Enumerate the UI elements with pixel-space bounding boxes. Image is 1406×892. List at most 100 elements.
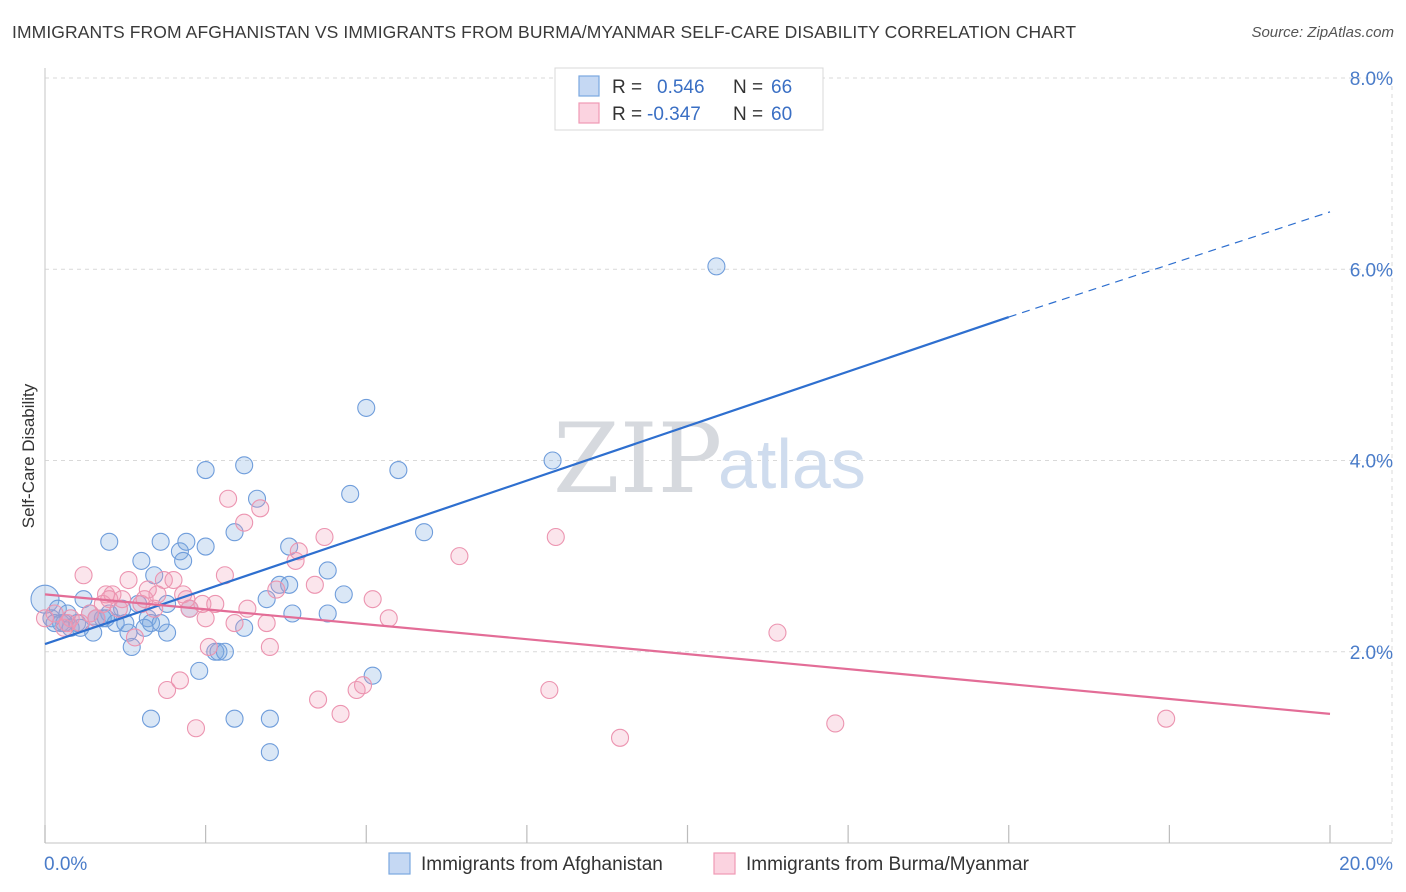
point-burma bbox=[35, 609, 55, 628]
point-afghanistan bbox=[247, 489, 267, 508]
point-afghanistan bbox=[707, 257, 726, 276]
point-afghanistan bbox=[132, 551, 151, 570]
point-afghanistan bbox=[151, 532, 170, 551]
point-afghanistan bbox=[225, 709, 244, 728]
point-burma bbox=[225, 614, 244, 633]
trend-lines bbox=[44, 211, 1331, 716]
point-burma bbox=[315, 527, 334, 547]
point-burma bbox=[610, 728, 630, 747]
point-burma bbox=[219, 489, 238, 508]
point-afghanistan bbox=[341, 484, 360, 504]
legend-r-value-afghanistan: 0.546 bbox=[657, 77, 705, 98]
point-burma bbox=[540, 680, 559, 700]
point-burma bbox=[61, 609, 80, 628]
x-tick-label: 20.0% bbox=[1339, 854, 1393, 875]
watermark-atlas: atlas bbox=[718, 425, 866, 503]
point-burma bbox=[251, 499, 270, 518]
watermark-zip: ZIP bbox=[553, 403, 722, 515]
point-burma bbox=[768, 623, 787, 642]
point-burma bbox=[235, 513, 254, 532]
point-afghanistan bbox=[363, 666, 382, 685]
trend-line-burma bbox=[44, 593, 1331, 716]
legend-swatch-burma bbox=[578, 102, 600, 124]
y-tick-labels: 2.0% 4.0% 6.0% 8.0% bbox=[1350, 69, 1393, 664]
legend-n-value-afghanistan: 66 bbox=[771, 77, 792, 98]
legend-n-value-burma: 60 bbox=[771, 104, 792, 125]
legend-r-label: R = bbox=[612, 104, 642, 125]
point-burma bbox=[331, 704, 350, 723]
point-burma bbox=[826, 714, 845, 733]
point-afghanistan bbox=[235, 618, 254, 637]
point-afghanistan bbox=[235, 456, 254, 475]
series-legend-swatch-afghanistan bbox=[388, 852, 411, 875]
legend-n-label: N = bbox=[733, 104, 763, 125]
point-burma bbox=[170, 671, 189, 690]
point-afghanistan bbox=[415, 523, 434, 542]
data-points bbox=[30, 257, 1176, 762]
point-afghanistan bbox=[270, 575, 289, 594]
point-afghanistan bbox=[158, 623, 177, 642]
point-afghanistan bbox=[225, 523, 244, 542]
point-burma bbox=[1157, 709, 1176, 728]
point-afghanistan bbox=[196, 461, 215, 480]
source-credit: Source: ZipAtlas.com bbox=[1251, 24, 1394, 41]
point-burma bbox=[119, 570, 138, 590]
y-tick-label: 2.0% bbox=[1350, 643, 1393, 664]
point-afghanistan bbox=[177, 532, 196, 551]
legend-r-label: R = bbox=[612, 77, 642, 98]
point-afghanistan bbox=[141, 709, 161, 728]
point-burma bbox=[164, 570, 183, 590]
point-afghanistan bbox=[318, 604, 337, 623]
watermark: ZIP atlas bbox=[553, 403, 866, 515]
point-burma bbox=[309, 690, 328, 709]
point-burma bbox=[546, 527, 565, 547]
point-afghanistan bbox=[122, 637, 141, 657]
y-tick-label: 6.0% bbox=[1350, 260, 1393, 281]
point-burma bbox=[305, 575, 324, 594]
point-burma bbox=[353, 676, 373, 695]
x-tick-label: 0.0% bbox=[44, 854, 87, 875]
point-afghanistan bbox=[215, 642, 234, 661]
point-afghanistan bbox=[357, 398, 376, 417]
point-burma bbox=[138, 580, 157, 599]
point-afghanistan bbox=[135, 618, 154, 637]
legend-n-label: N = bbox=[733, 77, 763, 98]
point-burma bbox=[206, 594, 225, 613]
point-afghanistan bbox=[196, 537, 215, 556]
point-afghanistan bbox=[190, 661, 209, 680]
point-afghanistan bbox=[257, 590, 276, 609]
grid bbox=[45, 77, 1393, 843]
point-afghanistan bbox=[334, 585, 353, 604]
axes bbox=[44, 68, 1392, 844]
point-burma bbox=[199, 637, 218, 657]
legend: R = 0.546 N = 66 R = -0.347 N = 60 bbox=[554, 67, 824, 131]
series-legend-label-afghanistan: Immigrants from Afghanistan bbox=[421, 854, 663, 875]
trend-line-afghanistan bbox=[44, 316, 1010, 646]
point-afghanistan bbox=[543, 451, 562, 470]
point-burma bbox=[125, 628, 144, 647]
point-afghanistan bbox=[58, 604, 77, 623]
point-afghanistan bbox=[100, 532, 119, 551]
trend-line-afghanistan-extension bbox=[1008, 211, 1331, 318]
series-legend-swatch-burma bbox=[713, 852, 736, 875]
point-burma bbox=[196, 609, 215, 628]
legend-r-value-burma: -0.347 bbox=[647, 104, 701, 125]
point-afghanistan bbox=[174, 551, 193, 570]
point-burma bbox=[113, 590, 132, 609]
point-burma bbox=[267, 580, 286, 599]
y-tick-label: 8.0% bbox=[1350, 69, 1393, 90]
point-afghanistan bbox=[318, 561, 337, 580]
legend-swatch-afghanistan bbox=[578, 75, 600, 97]
point-afghanistan bbox=[170, 542, 189, 561]
y-tick-label: 4.0% bbox=[1350, 452, 1393, 473]
point-afghanistan bbox=[389, 461, 408, 480]
x-tick-labels: 0.0% 20.0% bbox=[44, 854, 1393, 875]
point-burma bbox=[260, 637, 279, 657]
point-burma bbox=[363, 590, 382, 609]
point-burma bbox=[450, 547, 469, 566]
y-axis-label: Self-Care Disability bbox=[19, 383, 38, 528]
series-legend: Immigrants from Afghanistan Immigrants f… bbox=[388, 852, 1030, 875]
point-burma bbox=[154, 570, 173, 590]
point-afghanistan bbox=[260, 743, 279, 762]
